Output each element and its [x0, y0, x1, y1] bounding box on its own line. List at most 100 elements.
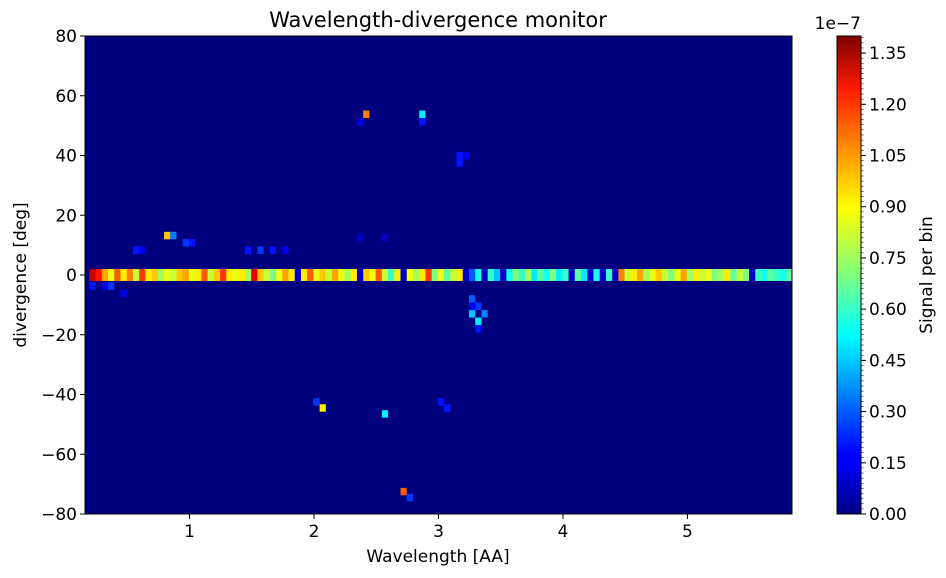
scatter-cell-5 — [139, 246, 146, 254]
chart-title: Wavelength-divergence monitor — [269, 8, 607, 32]
band-cell-69 — [518, 269, 526, 281]
y-tick-label: −80 — [41, 505, 77, 525]
band-cell-59 — [456, 269, 464, 281]
band-cell-42 — [350, 269, 358, 281]
band-cell-84 — [612, 269, 619, 281]
band-cell-97 — [693, 269, 700, 281]
colorbar-tick-label: 1.35 — [869, 44, 907, 64]
band-cell-81 — [593, 269, 601, 281]
colorbar-tick-label: 0.60 — [869, 300, 907, 320]
scatter-cell-17 — [356, 118, 364, 126]
band-cell-63 — [481, 269, 489, 281]
scatter-cell-1 — [101, 282, 109, 290]
band-cell-12 — [164, 269, 171, 281]
band-cell-109 — [767, 269, 775, 281]
scatter-cell-10 — [244, 246, 252, 254]
band-cell-71 — [531, 269, 538, 281]
band-cell-31 — [282, 269, 290, 281]
band-cell-8 — [139, 269, 146, 281]
scatter-cell-36 — [406, 493, 413, 502]
colorbar-ticks: 0.00 0.15 0.30 0.45 0.60 0.75 0.90 1.05 1.20 1.35 — [861, 44, 907, 525]
y-tick-label: −60 — [41, 445, 77, 465]
band-cell-19 — [207, 269, 215, 281]
band-cell-9 — [145, 269, 153, 281]
band-cell-65 — [493, 269, 501, 281]
band-cell-11 — [157, 269, 165, 281]
band-cell-2 — [101, 269, 109, 281]
colorbar-tick-label: 0.15 — [869, 454, 907, 474]
band-cell-107 — [755, 269, 763, 281]
band-cell-27 — [257, 269, 265, 281]
band-cell-103 — [730, 269, 738, 281]
band-cell-17 — [195, 269, 202, 281]
scatter-cell-23 — [468, 295, 476, 303]
scatter-cell-31 — [319, 404, 326, 412]
scatter-cell-15 — [381, 233, 389, 242]
y-tick-label: −40 — [41, 386, 77, 406]
colorbar-tick-label: 0.00 — [869, 505, 907, 525]
band-cell-86 — [624, 269, 632, 281]
scatter-cell-26 — [475, 317, 482, 326]
scatter-cell-14 — [356, 233, 364, 242]
band-cell-40 — [338, 269, 346, 281]
scatter-cell-19 — [419, 118, 426, 126]
band-cell-74 — [549, 269, 557, 281]
band-cell-98 — [699, 269, 706, 281]
scatter-cell-24 — [475, 302, 482, 311]
band-cell-33 — [294, 269, 302, 281]
band-cell-99 — [705, 269, 713, 281]
scatter-cell-22 — [456, 159, 463, 167]
band-cell-102 — [724, 269, 731, 281]
heatmap-cells — [89, 110, 792, 502]
colorbar-tick-label: 0.75 — [869, 249, 907, 269]
band-cell-67 — [506, 269, 514, 281]
band-cell-88 — [637, 269, 644, 281]
band-cell-30 — [276, 269, 283, 281]
scatter-cell-29 — [468, 302, 476, 311]
scatter-cell-33 — [437, 398, 445, 406]
colorbar-offset-text: 1e−7 — [815, 14, 861, 34]
band-cell-34 — [300, 269, 308, 281]
band-cell-41 — [344, 269, 352, 281]
colorbar-tick-label: 0.90 — [869, 198, 907, 218]
band-cell-1 — [95, 269, 103, 281]
band-cell-104 — [736, 269, 744, 281]
band-cell-64 — [487, 269, 495, 281]
scatter-cell-7 — [170, 231, 177, 240]
band-cell-22 — [226, 269, 233, 281]
y-tick-label: 60 — [55, 87, 77, 107]
y-tick-label: 40 — [55, 147, 77, 167]
y-axis-ticks: −80 −60 −40 −20 0 20 40 60 80 — [41, 27, 85, 525]
band-cell-0 — [89, 269, 97, 281]
band-cell-58 — [450, 269, 458, 281]
x-tick-label: 5 — [682, 522, 693, 542]
band-cell-73 — [543, 269, 551, 281]
scatter-cell-34 — [444, 404, 451, 412]
band-cell-20 — [213, 269, 221, 281]
scatter-cell-27 — [481, 310, 488, 318]
band-cell-48 — [388, 269, 395, 281]
x-tick-label: 1 — [184, 522, 195, 542]
scatter-cell-20 — [456, 151, 463, 160]
band-cell-7 — [132, 269, 140, 281]
band-cell-46 — [375, 269, 383, 281]
scatter-cell-18 — [419, 110, 426, 119]
band-cell-4 — [114, 269, 121, 281]
band-cell-6 — [126, 269, 134, 281]
band-cell-80 — [587, 269, 594, 281]
y-tick-label: 80 — [55, 27, 77, 47]
band-cell-95 — [680, 269, 688, 281]
colorbar-tick-label: 0.30 — [869, 403, 907, 423]
band-cell-105 — [742, 269, 750, 281]
band-cell-53 — [419, 269, 426, 281]
band-cell-57 — [444, 269, 451, 281]
scatter-cell-28 — [475, 325, 482, 333]
band-cell-13 — [170, 269, 177, 281]
colorbar-tick-label: 0.45 — [869, 351, 907, 371]
band-cell-100 — [711, 269, 719, 281]
band-cell-83 — [605, 269, 613, 281]
band-cell-16 — [188, 269, 196, 281]
band-cell-96 — [686, 269, 694, 281]
x-tick-label: 4 — [558, 522, 569, 542]
